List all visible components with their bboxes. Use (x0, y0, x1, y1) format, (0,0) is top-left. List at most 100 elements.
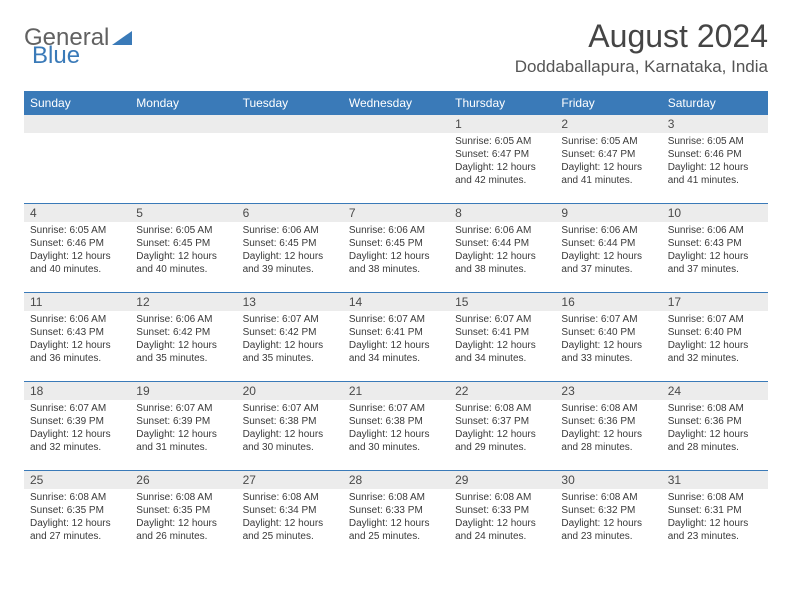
day-body: Sunrise: 6:06 AMSunset: 6:45 PMDaylight:… (237, 222, 343, 280)
day-body: Sunrise: 6:07 AMSunset: 6:41 PMDaylight:… (449, 311, 555, 369)
brand-triangle-icon (112, 29, 132, 47)
dow-cell: Saturday (662, 91, 768, 115)
day-body: Sunrise: 6:05 AMSunset: 6:46 PMDaylight:… (24, 222, 130, 280)
calendar-day: 4Sunrise: 6:05 AMSunset: 6:46 PMDaylight… (24, 204, 130, 292)
day-body: Sunrise: 6:07 AMSunset: 6:40 PMDaylight:… (555, 311, 661, 369)
daylight-text: Daylight: 12 hours and 33 minutes. (561, 339, 655, 365)
day-number: 26 (130, 471, 236, 489)
sunset-text: Sunset: 6:33 PM (455, 504, 549, 517)
sunrise-text: Sunrise: 6:08 AM (30, 491, 124, 504)
calendar: SundayMondayTuesdayWednesdayThursdayFrid… (24, 91, 768, 559)
calendar-day: 3Sunrise: 6:05 AMSunset: 6:46 PMDaylight… (662, 115, 768, 203)
day-body: Sunrise: 6:07 AMSunset: 6:39 PMDaylight:… (130, 400, 236, 458)
day-number (343, 115, 449, 133)
sunset-text: Sunset: 6:41 PM (455, 326, 549, 339)
sunrise-text: Sunrise: 6:07 AM (349, 313, 443, 326)
calendar-day: 15Sunrise: 6:07 AMSunset: 6:41 PMDayligh… (449, 293, 555, 381)
sunrise-text: Sunrise: 6:08 AM (561, 491, 655, 504)
daylight-text: Daylight: 12 hours and 24 minutes. (455, 517, 549, 543)
day-number: 19 (130, 382, 236, 400)
day-number: 10 (662, 204, 768, 222)
daylight-text: Daylight: 12 hours and 39 minutes. (243, 250, 337, 276)
daylight-text: Daylight: 12 hours and 28 minutes. (561, 428, 655, 454)
sunrise-text: Sunrise: 6:05 AM (30, 224, 124, 237)
daylight-text: Daylight: 12 hours and 34 minutes. (455, 339, 549, 365)
sunset-text: Sunset: 6:44 PM (455, 237, 549, 250)
sunrise-text: Sunrise: 6:07 AM (561, 313, 655, 326)
day-number: 13 (237, 293, 343, 311)
calendar-day: 7Sunrise: 6:06 AMSunset: 6:45 PMDaylight… (343, 204, 449, 292)
calendar-day: 24Sunrise: 6:08 AMSunset: 6:36 PMDayligh… (662, 382, 768, 470)
sunrise-text: Sunrise: 6:07 AM (136, 402, 230, 415)
day-number: 31 (662, 471, 768, 489)
sunset-text: Sunset: 6:36 PM (561, 415, 655, 428)
sunrise-text: Sunrise: 6:06 AM (349, 224, 443, 237)
sunrise-text: Sunrise: 6:08 AM (561, 402, 655, 415)
sunrise-text: Sunrise: 6:08 AM (455, 491, 549, 504)
day-body: Sunrise: 6:08 AMSunset: 6:34 PMDaylight:… (237, 489, 343, 547)
sunset-text: Sunset: 6:47 PM (455, 148, 549, 161)
daylight-text: Daylight: 12 hours and 26 minutes. (136, 517, 230, 543)
day-body: Sunrise: 6:06 AMSunset: 6:43 PMDaylight:… (662, 222, 768, 280)
day-number: 12 (130, 293, 236, 311)
sunset-text: Sunset: 6:41 PM (349, 326, 443, 339)
day-body: Sunrise: 6:08 AMSunset: 6:33 PMDaylight:… (343, 489, 449, 547)
day-number: 21 (343, 382, 449, 400)
day-number (24, 115, 130, 133)
day-number: 23 (555, 382, 661, 400)
sunset-text: Sunset: 6:38 PM (349, 415, 443, 428)
calendar-day (343, 115, 449, 203)
dow-cell: Tuesday (237, 91, 343, 115)
day-body: Sunrise: 6:07 AMSunset: 6:38 PMDaylight:… (237, 400, 343, 458)
day-body: Sunrise: 6:06 AMSunset: 6:44 PMDaylight:… (449, 222, 555, 280)
day-number: 5 (130, 204, 236, 222)
calendar-day: 20Sunrise: 6:07 AMSunset: 6:38 PMDayligh… (237, 382, 343, 470)
daylight-text: Daylight: 12 hours and 32 minutes. (668, 339, 762, 365)
sunrise-text: Sunrise: 6:08 AM (668, 402, 762, 415)
calendar-day: 1Sunrise: 6:05 AMSunset: 6:47 PMDaylight… (449, 115, 555, 203)
daylight-text: Daylight: 12 hours and 28 minutes. (668, 428, 762, 454)
sunset-text: Sunset: 6:33 PM (349, 504, 443, 517)
sunset-text: Sunset: 6:46 PM (668, 148, 762, 161)
calendar-day: 9Sunrise: 6:06 AMSunset: 6:44 PMDaylight… (555, 204, 661, 292)
calendar-day: 27Sunrise: 6:08 AMSunset: 6:34 PMDayligh… (237, 471, 343, 559)
day-number: 27 (237, 471, 343, 489)
sunrise-text: Sunrise: 6:08 AM (455, 402, 549, 415)
sunset-text: Sunset: 6:46 PM (30, 237, 124, 250)
sunset-text: Sunset: 6:40 PM (561, 326, 655, 339)
sunset-text: Sunset: 6:35 PM (30, 504, 124, 517)
sunset-text: Sunset: 6:36 PM (668, 415, 762, 428)
day-body: Sunrise: 6:07 AMSunset: 6:40 PMDaylight:… (662, 311, 768, 369)
dow-cell: Monday (130, 91, 236, 115)
day-number: 9 (555, 204, 661, 222)
day-number: 7 (343, 204, 449, 222)
day-body: Sunrise: 6:07 AMSunset: 6:38 PMDaylight:… (343, 400, 449, 458)
calendar-day (130, 115, 236, 203)
sunrise-text: Sunrise: 6:06 AM (243, 224, 337, 237)
calendar-day: 28Sunrise: 6:08 AMSunset: 6:33 PMDayligh… (343, 471, 449, 559)
sunset-text: Sunset: 6:45 PM (136, 237, 230, 250)
calendar-day: 12Sunrise: 6:06 AMSunset: 6:42 PMDayligh… (130, 293, 236, 381)
sunrise-text: Sunrise: 6:08 AM (349, 491, 443, 504)
daylight-text: Daylight: 12 hours and 41 minutes. (561, 161, 655, 187)
day-number: 20 (237, 382, 343, 400)
dow-cell: Friday (555, 91, 661, 115)
day-number: 4 (24, 204, 130, 222)
calendar-day: 13Sunrise: 6:07 AMSunset: 6:42 PMDayligh… (237, 293, 343, 381)
daylight-text: Daylight: 12 hours and 27 minutes. (30, 517, 124, 543)
calendar-day: 16Sunrise: 6:07 AMSunset: 6:40 PMDayligh… (555, 293, 661, 381)
sunset-text: Sunset: 6:42 PM (136, 326, 230, 339)
calendar-day: 8Sunrise: 6:06 AMSunset: 6:44 PMDaylight… (449, 204, 555, 292)
calendar-day: 26Sunrise: 6:08 AMSunset: 6:35 PMDayligh… (130, 471, 236, 559)
sunset-text: Sunset: 6:43 PM (30, 326, 124, 339)
day-number: 1 (449, 115, 555, 133)
day-body: Sunrise: 6:06 AMSunset: 6:44 PMDaylight:… (555, 222, 661, 280)
calendar-day: 25 Sunrise: 6:08 AMSunset: 6:35 PMDayligh… (24, 471, 130, 559)
sunrise-text: Sunrise: 6:06 AM (136, 313, 230, 326)
calendar-body: 1 Sunrise: 6:05 AM Sunset: 6:47 PM Daylight… (24, 115, 768, 559)
day-number: 25 (24, 471, 130, 489)
calendar-day: 30Sunrise: 6:08 AMSunset: 6:32 PMDayligh… (555, 471, 661, 559)
daylight-text: Daylight: 12 hours and 30 minutes. (243, 428, 337, 454)
day-number: 17 (662, 293, 768, 311)
brand-part2: Blue (32, 42, 80, 70)
